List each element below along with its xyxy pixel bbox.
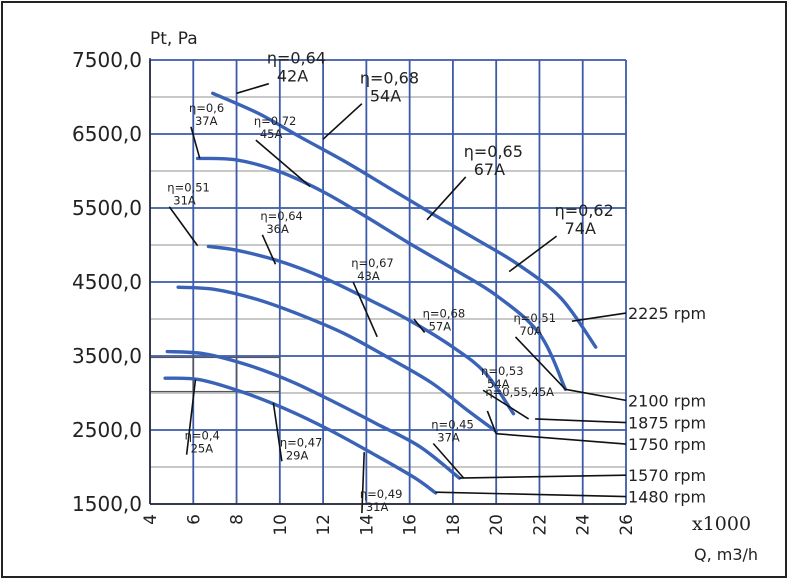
current-label: 36A [266,222,289,236]
efficiency-label: η=0,67 [351,256,394,270]
efficiency-leader-line [261,234,277,265]
y-tick-label: 2500,0 [72,418,142,442]
axes: 1500,0 2500,0 3500,0 4500,0 5500,0 6500,0 7500… [72,48,637,536]
current-label: 70A [519,324,542,338]
efficiency-leader-line [361,452,365,514]
rpm-leader-line [459,474,627,479]
current-label: 31A [366,500,389,514]
efficiency-leader-line [508,235,558,273]
current-label: 74A [565,219,596,238]
efficiency-leader-line [272,402,283,462]
efficiency-leader-line [413,318,426,334]
y-tick-label: 3500,0 [72,344,142,368]
rpm-label: 2225 rpm [628,304,706,323]
efficiency-label: η=0,62 [555,201,614,220]
rpm-label: 1570 rpm [628,466,706,485]
efficiency-label: η=0,65 [464,142,523,161]
highlight-box [235,356,281,393]
efficiency-leader-line [352,281,378,338]
efficiency-label: η=0,51 [167,181,210,195]
current-label: 42A [277,67,308,86]
efficiency-label: η=0,55,45A [485,385,554,399]
efficiency-label: η=0,45 [431,418,474,432]
x-tick-label: 4 [141,514,161,525]
x-tick-label: 24 [574,514,594,536]
efficiency-leader-line [168,206,199,247]
rpm-leader-line [565,388,627,402]
current-label: 54A [487,377,510,391]
efficiency-label: η=0,4 [185,429,220,443]
efficiency-label: η=0,49 [360,487,403,501]
x-tick-label: 26 [617,514,637,536]
current-label: 31A [173,194,196,208]
efficiency-leader-line [514,336,566,390]
efficiency-leader-line [426,176,467,221]
efficiency-label: η=0,6 [189,101,224,115]
efficiency-label: η=0,68 [423,307,466,321]
series-line-1750-rpm [176,285,498,434]
current-label: 25A [191,442,214,456]
rpm-leader-line [496,432,627,445]
rpm-label: 2100 rpm [628,391,706,410]
y-tick-label: 7500,0 [72,48,142,72]
y-tick-label: 1500,0 [72,492,142,516]
x-tick-label: 14 [357,514,377,536]
rpm-leader-line [435,491,627,498]
x-tick-label: 22 [530,514,550,536]
efficiency-label: η=0,51 [513,311,556,325]
current-label: 29A [286,448,309,462]
efficiency-label: η=0,72 [254,114,297,128]
x-tick-label: 10 [271,514,291,536]
current-label: 54A [370,87,401,106]
rpm-label: 1875 rpm [628,414,706,433]
series-line-1480-rpm [163,376,438,495]
efficiency-label: η=0,47 [280,435,323,449]
current-label: 67A [474,160,505,179]
y-tick-label: 5500,0 [72,196,142,220]
x-tick-label: 16 [401,514,421,536]
current-label: 45A [260,127,283,141]
series-line-1875-rpm [206,244,516,416]
x-tick-label: 18 [444,514,464,536]
series-line-1570-rpm [165,349,462,480]
series-line-2225-rpm [211,91,598,349]
rpm-leader-line [535,418,627,424]
current-label: 57A [429,320,452,334]
current-label: 37A [437,431,460,445]
current-label: 37A [195,114,218,128]
efficiency-leader-line [322,103,363,140]
rpm-label: 1750 rpm [628,435,706,454]
rpm-leader-line [571,312,627,323]
rpm-label: 1480 rpm [628,488,706,507]
x-tick-label: 20 [487,514,507,536]
y-tick-label: 4500,0 [72,270,142,294]
efficiency-leader-line [255,139,311,188]
efficiency-label: η=0,68 [360,69,419,88]
efficiency-label: η=0,53 [481,364,524,378]
efficiency-label: η=0,64 [260,209,303,223]
efficiency-leader-line [432,442,465,479]
efficiency-leader-line [486,410,497,434]
curves [163,91,598,495]
series-line-2100-rpm [195,156,568,391]
efficiency-leader-line [185,379,197,455]
current-label: 43A [357,269,380,283]
x-tick-label: 6 [184,514,204,525]
x-tick-label: 8 [228,514,248,525]
x-axis-multiplier: x1000 [692,513,751,535]
leader-lines [168,82,627,514]
x-axis-label: Q, m3/h [694,545,758,564]
efficiency-leader-line [236,82,270,95]
x-tick-label: 12 [314,514,334,536]
efficiency-label: η=0,64 [267,49,326,68]
efficiency-leader-line [190,126,201,159]
efficiency-leader-line [482,389,530,420]
y-axis-label: Pt, Pa [150,29,198,49]
y-tick-label: 6500,0 [72,122,142,146]
